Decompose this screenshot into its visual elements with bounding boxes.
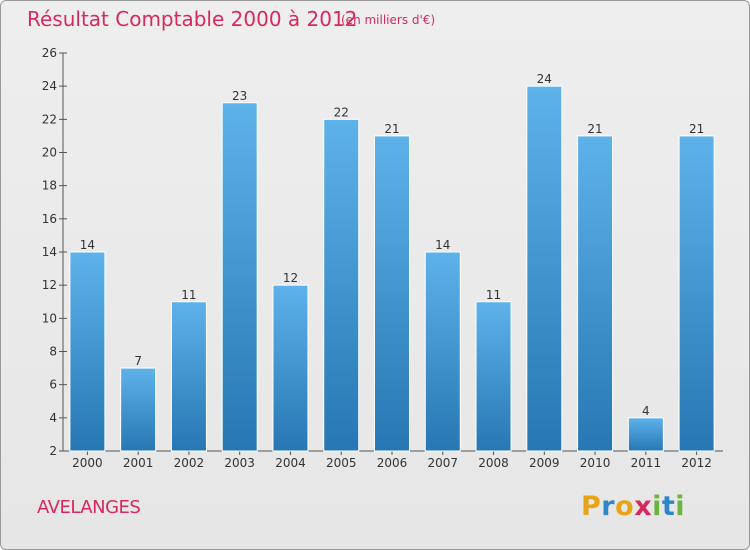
- bar-value-label: 24: [537, 72, 552, 86]
- y-tick-label: 14: [42, 245, 57, 259]
- chart-title: Résultat Comptable 2000 à 2012: [27, 7, 358, 31]
- y-tick-label: 12: [42, 278, 57, 292]
- x-tick-label: 2005: [326, 456, 357, 470]
- y-tick-label: 26: [42, 46, 57, 60]
- bar-2005[interactable]: [323, 118, 360, 452]
- x-tick-label: 2001: [123, 456, 154, 470]
- x-tick-label: 2012: [681, 456, 712, 470]
- x-tick-label: 2007: [427, 456, 458, 470]
- bar-value-label: 14: [80, 238, 95, 252]
- logo-letter: i: [675, 491, 686, 522]
- bar-value-label: 12: [283, 271, 298, 285]
- bar-value-label: 21: [587, 122, 602, 136]
- bar-value-label: 4: [642, 404, 650, 418]
- y-tick-label: 20: [42, 146, 57, 160]
- bar-2012[interactable]: [678, 135, 715, 452]
- y-tick-label: 4: [49, 411, 57, 425]
- x-tick-label: 2009: [529, 456, 560, 470]
- bar-2004[interactable]: [272, 284, 309, 452]
- x-tick-label: 2004: [275, 456, 306, 470]
- y-tick-label: 2: [49, 444, 57, 458]
- bar-value-label: 7: [134, 354, 142, 368]
- y-tick-label: 18: [42, 179, 57, 193]
- bar-2007[interactable]: [424, 251, 461, 452]
- logo-letter: x: [634, 491, 653, 522]
- bar-2000[interactable]: [69, 251, 106, 452]
- y-tick-label: 24: [42, 79, 57, 93]
- logo-letter: P: [581, 491, 602, 522]
- bar-value-label: 14: [435, 238, 450, 252]
- x-tick-label: 2002: [174, 456, 205, 470]
- bar-value-label: 21: [689, 122, 704, 136]
- bar-2006[interactable]: [374, 135, 410, 452]
- y-tick-label: 8: [49, 345, 57, 359]
- bar-2009[interactable]: [526, 85, 563, 452]
- x-tick-label: 2006: [377, 456, 408, 470]
- bar-2003[interactable]: [221, 102, 258, 452]
- bar-2001[interactable]: [120, 367, 157, 452]
- proxiti-logo[interactable]: Proxiti: [581, 491, 685, 522]
- y-tick-label: 10: [42, 311, 57, 325]
- chart-subtitle: (en milliers d'€): [341, 13, 436, 27]
- bar-2011[interactable]: [627, 417, 664, 452]
- bar-2002[interactable]: [170, 301, 207, 452]
- bar-value-label: 21: [384, 122, 399, 136]
- x-tick-label: 2010: [580, 456, 611, 470]
- bar-value-label: 22: [334, 105, 349, 119]
- bar-2008[interactable]: [475, 301, 512, 452]
- x-tick-label: 2008: [478, 456, 509, 470]
- y-tick-label: 16: [42, 212, 57, 226]
- x-tick-label: 2011: [631, 456, 662, 470]
- logo-letter: t: [661, 491, 676, 522]
- y-tick-label: 6: [49, 378, 57, 392]
- bar-value-label: 11: [181, 288, 196, 302]
- logo-letter: r: [601, 491, 616, 522]
- logo-letter: o: [615, 491, 635, 522]
- y-tick-label: 22: [42, 112, 57, 126]
- bar-2010[interactable]: [577, 135, 614, 452]
- bar-value-label: 11: [486, 288, 501, 302]
- logo-letter: i: [652, 491, 662, 522]
- commune-name: AVELANGES: [37, 497, 141, 518]
- x-tick-label: 2003: [224, 456, 255, 470]
- x-tick-label: 2000: [72, 456, 103, 470]
- bar-value-label: 23: [232, 89, 247, 103]
